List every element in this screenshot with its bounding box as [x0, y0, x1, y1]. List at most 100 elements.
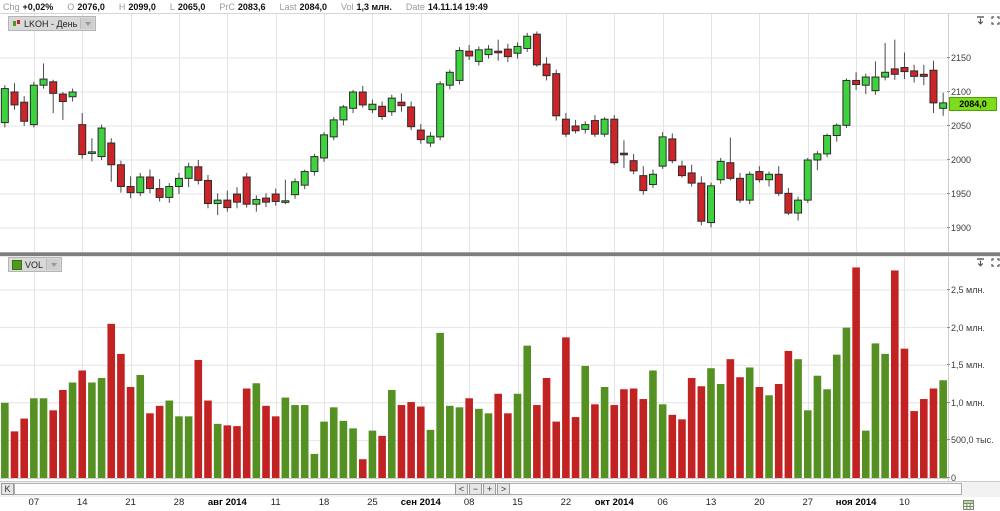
quote-low-value: 2065,0: [177, 1, 206, 12]
volume-bar: [213, 423, 222, 478]
grid-table-icon[interactable]: [963, 498, 974, 511]
volume-bar: [591, 404, 599, 478]
candle-body: [165, 186, 174, 198]
candle-body: [339, 106, 348, 121]
candle-body: [281, 200, 290, 203]
candle-body: [223, 199, 232, 209]
candle-body: [97, 127, 106, 158]
quote-low-label: L: [169, 1, 175, 12]
candle-body: [10, 91, 19, 106]
instrument-dropdown-button[interactable]: [80, 18, 95, 29]
quote-prevclose: PrC 2083,6: [219, 2, 265, 12]
zoom-in-button[interactable]: +: [483, 483, 496, 495]
quote-high-label: H: [118, 1, 126, 12]
volume-bar: [97, 377, 106, 478]
volume-legend-swatch-icon: [12, 259, 22, 270]
scroll-left-button[interactable]: <: [455, 483, 468, 495]
scroll-right-button[interactable]: >: [497, 483, 510, 495]
candle-body: [465, 50, 474, 57]
volume-bar: [300, 405, 309, 478]
time-tick-label: 13: [705, 497, 717, 508]
volume-bar: [562, 337, 570, 478]
candle-body: [416, 129, 425, 141]
volume-bar: [552, 421, 561, 478]
candle-body: [407, 106, 416, 128]
volume-bar: [678, 419, 686, 478]
volume-chart-plot[interactable]: [0, 256, 948, 481]
volume-bar: [900, 348, 909, 478]
candle-body: [677, 165, 686, 177]
instrument-chip[interactable]: LKOH - День: [8, 16, 97, 31]
time-tick-label: 08: [463, 497, 475, 508]
scroll-home-button[interactable]: K: [1, 483, 14, 495]
candle-body: [87, 151, 96, 154]
candle-body: [726, 162, 735, 179]
zoom-out-button[interactable]: −: [469, 483, 482, 495]
candle-body: [107, 142, 116, 166]
candle-body: [755, 171, 764, 181]
chart-horizontal-scrollbar[interactable]: K < − + >: [0, 481, 1000, 497]
candlestick-icon: [13, 20, 20, 26]
candle-body: [890, 68, 899, 75]
expand-panel-icon[interactable]: [990, 15, 1000, 26]
candle-body: [736, 177, 745, 201]
volume-tick-label: 500,0 тыс.: [947, 435, 994, 445]
time-tick-label: авг 2014: [207, 497, 247, 508]
volume-bar: [620, 389, 628, 478]
volume-bar: [281, 397, 290, 478]
panel-splitter[interactable]: [0, 252, 1000, 257]
collapse-panel-icon[interactable]: [975, 257, 986, 268]
candle-body: [745, 173, 754, 201]
quote-open: O 2076,0: [67, 2, 105, 12]
volume-bar: [49, 410, 58, 478]
candle-body: [252, 198, 261, 205]
quote-date-label: Date: [405, 1, 425, 12]
candle-body: [707, 185, 715, 224]
candle-body: [474, 49, 483, 62]
volume-bar: [736, 377, 744, 478]
quote-volume: Vol 1,3 млн.: [341, 2, 392, 12]
candle-body: [832, 124, 841, 137]
volume-bar: [252, 383, 261, 478]
quote-volume-value: 1,3 млн.: [356, 1, 392, 12]
candle-body: [784, 192, 793, 214]
volume-bar: [842, 327, 851, 478]
candle-body: [910, 70, 919, 77]
volume-bar: [581, 365, 590, 478]
price-tick-label: 2150: [947, 53, 971, 63]
candle-body: [368, 103, 377, 111]
candle-body: [484, 48, 493, 56]
price-panel-controls: [975, 15, 1000, 26]
volume-bar: [242, 388, 251, 478]
volume-indicator-chip[interactable]: VOL: [8, 257, 63, 272]
axis-tick-mark: [947, 477, 950, 478]
expand-panel-icon[interactable]: [990, 257, 1000, 268]
axis-tick-mark: [947, 159, 950, 160]
candle-body: [619, 152, 628, 156]
volume-bar: [426, 429, 435, 478]
volume-bar: [78, 370, 87, 478]
candle-body: [494, 50, 503, 54]
volume-bar: [832, 354, 841, 478]
axis-tick-mark: [947, 193, 950, 194]
candle-body: [242, 176, 251, 205]
volume-bar: [175, 416, 183, 478]
candle-body: [68, 91, 77, 98]
price-chart-plot[interactable]: [0, 14, 948, 253]
volume-bar: [929, 388, 938, 478]
volume-bar: [465, 398, 473, 478]
collapse-panel-icon[interactable]: [975, 15, 986, 26]
candle-body: [823, 135, 832, 155]
volume-bar: [39, 398, 48, 478]
candle-body: [629, 160, 638, 172]
volume-bar: [687, 377, 696, 478]
candle-body: [116, 164, 125, 188]
volume-bar: [639, 399, 648, 478]
time-axis: 07 14 21 28 авг 2014 11 18 25 сен 2014 08 15 22 окт …: [0, 497, 1000, 511]
candle-body: [174, 177, 183, 188]
candle-body: [291, 181, 300, 196]
volume-bar: [484, 413, 493, 478]
volume-dropdown-button[interactable]: [46, 259, 61, 270]
time-tick-label: 15: [512, 497, 523, 508]
volume-bar: [88, 382, 96, 478]
